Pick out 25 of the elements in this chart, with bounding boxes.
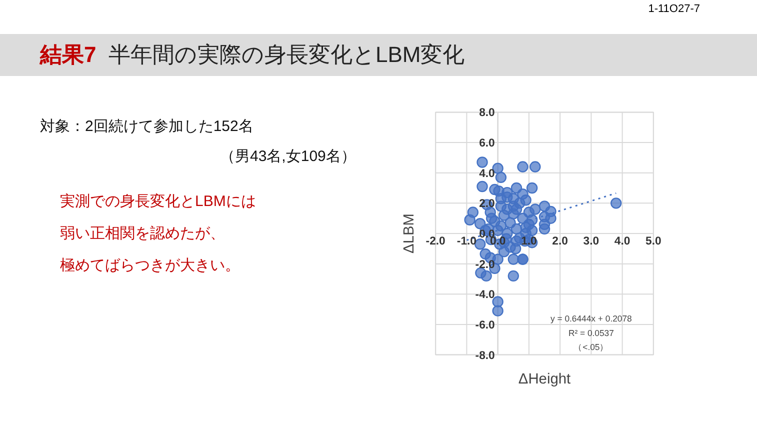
- text: 極めてばらつきが大きい。: [60, 256, 241, 276]
- x-tick-label: 4.0: [614, 236, 630, 248]
- annotation: y = 0.6444x + 0.2078: [550, 313, 632, 324]
- y-tick-label: 6.0: [479, 138, 495, 150]
- x-tick-label: 2.0: [552, 236, 568, 248]
- x-axis-title: ΔHeight: [518, 372, 571, 388]
- x-tick-label: 1.0: [521, 236, 537, 248]
- text: （男43名,女109名）: [219, 147, 356, 167]
- annotation: R² = 0.0537: [568, 328, 614, 338]
- x-tick-label: -2.0: [426, 236, 446, 248]
- y-tick-label: 4.0: [479, 168, 495, 180]
- annotation: （<.05）: [574, 342, 609, 352]
- y-tick-label: -8.0: [475, 350, 495, 362]
- y-axis-title: ΔLBM: [402, 214, 418, 254]
- x-tick-label: 3.0: [583, 236, 600, 248]
- y-tick-label: 8.0: [479, 107, 495, 120]
- text: 対象：2回続けて参加した152名: [40, 117, 254, 137]
- text: 結果7: [40, 42, 96, 67]
- chart-subtitle: 半年間の実際の身長変化とLBM変化: [108, 42, 465, 67]
- text: 1-11O27-7: [647, 2, 700, 17]
- y-tick-label: -4.0: [475, 289, 495, 302]
- text: 実測での身長変化とLBMには: [60, 192, 257, 212]
- x-tick-label: 5.0: [646, 236, 662, 248]
- y-tick-label: -6.0: [475, 319, 495, 332]
- text: 弱い正相関を認めたが、: [60, 224, 226, 244]
